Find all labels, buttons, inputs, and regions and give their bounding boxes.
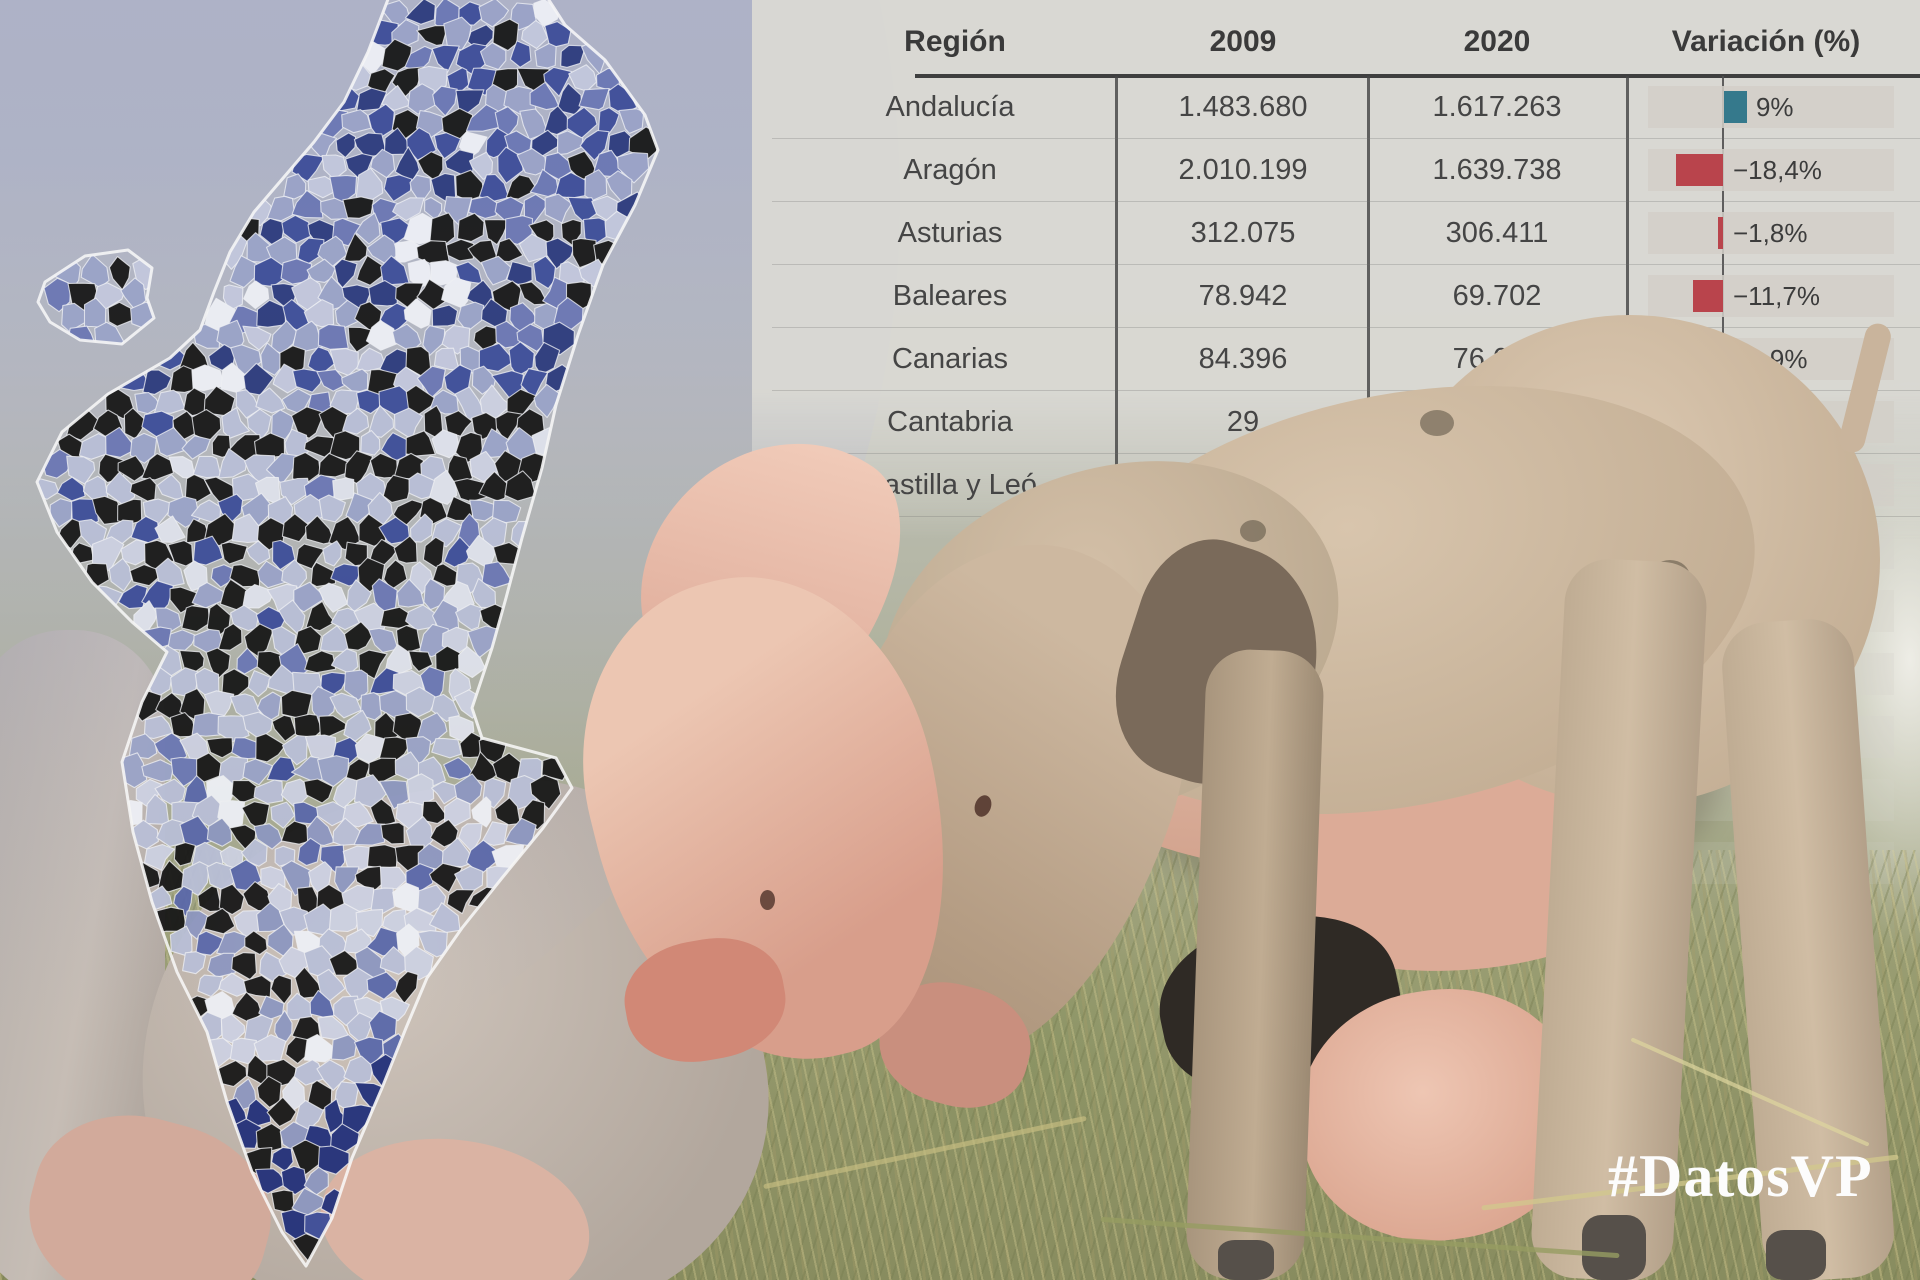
column-header-region: Región	[904, 25, 1006, 58]
region-cell: Cantabria	[887, 405, 1013, 438]
pig-hoof	[1218, 1240, 1274, 1280]
choropleth-map-valencian-community	[35, 0, 660, 1268]
region-cell: Baleares	[892, 279, 1008, 312]
value-2009-cell: 84.396	[1198, 342, 1288, 375]
variation-bar	[1718, 216, 1723, 249]
value-2009-cell: 312.075	[1190, 216, 1296, 249]
hashtag-watermark: #DatosVP	[1608, 1143, 1873, 1209]
header-separator	[915, 74, 1920, 78]
variation-pill	[1648, 85, 1894, 128]
column-header-2009: 2009	[1209, 25, 1277, 58]
value-2020-cell: 306.411	[1445, 216, 1549, 249]
value-2009-cell: 2.010.199	[1178, 153, 1308, 186]
row-divider	[772, 138, 1920, 139]
pig-hoof	[1766, 1230, 1826, 1280]
pig-spot	[1420, 410, 1454, 436]
row-divider	[772, 327, 1920, 328]
variation-label: 9%	[1755, 91, 1794, 122]
value-2020-cell: 69.702	[1452, 279, 1542, 312]
variation-bar	[1724, 90, 1747, 123]
pig-spot	[1240, 520, 1266, 542]
table-row: Baleares 78.942 69.702 −11,7%	[0, 265, 1920, 328]
region-cell: Andalucía	[885, 90, 1015, 123]
value-2020-cell: 1.639.738	[1432, 153, 1562, 186]
row-divider	[772, 201, 1920, 202]
pig-hoof	[1582, 1215, 1646, 1280]
variation-pill	[1648, 211, 1894, 254]
variation-label: −18,4%	[1733, 154, 1822, 185]
column-divider	[1115, 76, 1118, 518]
pig-leg	[1185, 648, 1325, 1280]
column-header-variation: Variación (%)	[1671, 25, 1861, 58]
row-divider	[772, 390, 1920, 391]
region-cell: Aragón	[903, 153, 997, 186]
value-2020-cell: 1.617.263	[1432, 90, 1562, 123]
table-row: Asturias 312.075 306.411 −1,8%	[0, 202, 1920, 265]
variation-bar	[1676, 153, 1723, 186]
variation-bar	[1693, 279, 1723, 312]
variation-label: −11,7%	[1733, 280, 1820, 311]
column-divider	[1367, 76, 1370, 518]
variation-pill	[1648, 274, 1894, 317]
region-cell: Canarias	[891, 342, 1009, 375]
value-2009-cell: 1.483.680	[1178, 90, 1308, 123]
pig-eye	[760, 890, 775, 910]
table-row: Aragón 2.010.199 1.639.738 −18,4%	[0, 139, 1920, 202]
value-2009-cell: 78.942	[1198, 279, 1288, 312]
row-divider	[772, 264, 1920, 265]
column-header-2020: 2020	[1463, 25, 1531, 58]
table-row: Andalucía 1.483.680 1.617.263 9%	[0, 76, 1920, 139]
variation-label: −1,8%	[1733, 217, 1808, 248]
column-divider	[1626, 76, 1629, 518]
region-cell: Asturias	[897, 216, 1003, 249]
